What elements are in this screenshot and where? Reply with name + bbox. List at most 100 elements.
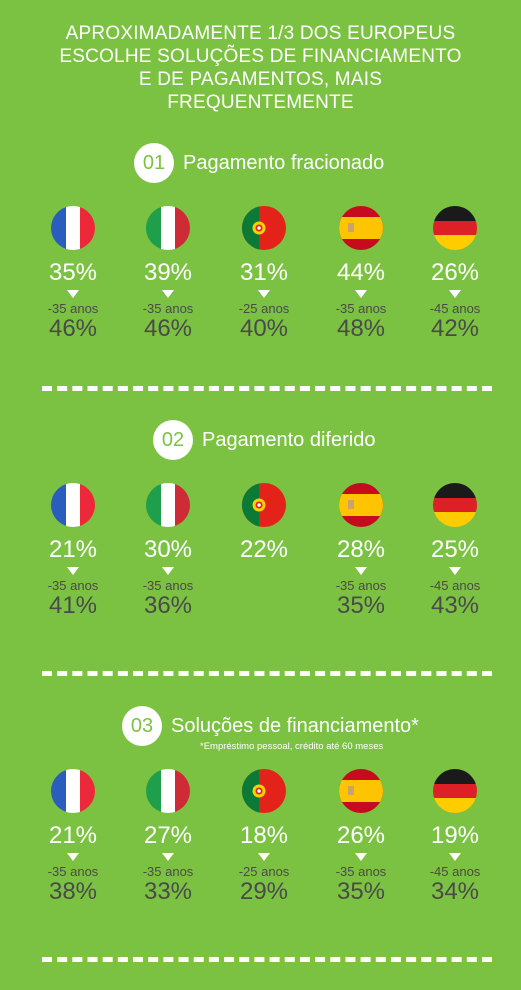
stat-block: 19% -45 anos 34% (407, 823, 503, 905)
flag-fr-icon (51, 206, 95, 250)
age-group: -35 anos (335, 301, 387, 316)
main-percent: 22% (239, 536, 289, 563)
section-footnote: *Empréstimo pessoal, crédito até 60 mese… (200, 741, 384, 752)
flag-pt-icon (242, 769, 286, 813)
arrow-down-icon (258, 853, 270, 861)
flag-fr-icon (51, 769, 95, 813)
arrow-down-icon (162, 290, 174, 298)
age-percent: 35% (336, 592, 386, 619)
arrow-down-icon (355, 567, 367, 575)
flag-de-icon (433, 206, 477, 250)
section-header: 01 Pagamento fracionado (0, 140, 521, 186)
headline-line: ESCOLHE SOLUÇÕES DE FINANCIAMENTO (59, 46, 462, 67)
arrow-down-icon (67, 853, 79, 861)
section-divider (42, 671, 492, 676)
headline-line: FREQUENTEMENTE (167, 92, 354, 113)
stat-block: 25% -45 anos 43% (407, 537, 503, 619)
age-group: -35 anos (142, 864, 194, 879)
age-group: -35 anos (335, 864, 387, 879)
stat-block: 44% -35 anos 48% (313, 260, 409, 342)
age-percent: 38% (48, 878, 98, 905)
age-percent: 48% (336, 315, 386, 342)
stat-block: 26% -45 anos 42% (407, 260, 503, 342)
age-group: -45 anos (429, 864, 481, 879)
stat-block: 26% -35 anos 35% (313, 823, 409, 905)
age-percent: 46% (48, 315, 98, 342)
arrow-down-icon (258, 290, 270, 298)
main-percent: 21% (48, 536, 98, 563)
age-percent: 43% (430, 592, 480, 619)
age-percent: 41% (48, 592, 98, 619)
section-number-badge: 03 (122, 706, 162, 746)
section-header: 03 Soluções de financiamento* (0, 703, 521, 749)
main-percent: 30% (143, 536, 193, 563)
section-title: Soluções de financiamento* (171, 714, 419, 737)
age-group: -35 anos (142, 578, 194, 593)
stat-block: 18% -25 anos 29% (216, 823, 312, 905)
flag-it-icon (146, 206, 190, 250)
arrow-down-icon (355, 290, 367, 298)
flag-pt-icon (242, 206, 286, 250)
flag-es-icon (339, 769, 383, 813)
headline-line: APROXIMADAMENTE 1/3 DOS EUROPEUS (65, 23, 456, 44)
stat-block: 21% -35 anos 38% (25, 823, 121, 905)
main-percent: 39% (143, 259, 193, 286)
flag-es-icon (339, 483, 383, 527)
age-percent: 34% (430, 878, 480, 905)
arrow-down-icon (355, 853, 367, 861)
main-percent: 35% (48, 259, 98, 286)
flag-it-icon (146, 483, 190, 527)
main-percent: 28% (336, 536, 386, 563)
headline-line: E DE PAGAMENTOS, MAIS (138, 69, 383, 90)
stat-block: 28% -35 anos 35% (313, 537, 409, 619)
age-group: -35 anos (47, 301, 99, 316)
main-percent: 31% (239, 259, 289, 286)
flag-de-icon (433, 483, 477, 527)
section-header-row: 03 Soluções de financiamento* (122, 703, 419, 749)
section-number-badge: 01 (134, 143, 174, 183)
arrow-down-icon (162, 567, 174, 575)
stat-block: 39% -35 anos 46% (120, 260, 216, 342)
section-divider (42, 957, 492, 962)
flag-it-icon (146, 769, 190, 813)
age-group: -25 anos (238, 301, 290, 316)
age-percent: 46% (143, 315, 193, 342)
flag-pt-icon (242, 483, 286, 527)
main-percent: 27% (143, 822, 193, 849)
arrow-down-icon (449, 567, 461, 575)
section-title: Pagamento fracionado (183, 151, 385, 174)
age-group: -45 anos (429, 578, 481, 593)
main-percent: 44% (336, 259, 386, 286)
section-divider (42, 386, 492, 391)
age-percent: 33% (143, 878, 193, 905)
arrow-down-icon (67, 290, 79, 298)
main-percent: 18% (239, 822, 289, 849)
stat-block: 30% -35 anos 36% (120, 537, 216, 619)
arrow-down-icon (449, 290, 461, 298)
main-percent: 26% (430, 259, 480, 286)
section-header: 02 Pagamento diferido (0, 417, 521, 463)
age-percent: 42% (430, 315, 480, 342)
arrow-down-icon (67, 567, 79, 575)
main-percent: 25% (430, 536, 480, 563)
main-percent: 26% (336, 822, 386, 849)
section-number-badge: 02 (153, 420, 193, 460)
age-group: -35 anos (47, 864, 99, 879)
headline: APROXIMADAMENTE 1/3 DOS EUROPEUS ESCOLHE… (0, 22, 521, 114)
main-percent: 21% (48, 822, 98, 849)
arrow-down-icon (162, 853, 174, 861)
flag-de-icon (433, 769, 477, 813)
section-header-row: 01 Pagamento fracionado (134, 140, 384, 186)
age-percent: 40% (239, 315, 289, 342)
stat-block: 22% (216, 537, 312, 563)
age-group: -45 anos (429, 301, 481, 316)
stat-block: 35% -35 anos 46% (25, 260, 121, 342)
main-percent: 19% (430, 822, 480, 849)
section-title: Pagamento diferido (202, 428, 376, 451)
arrow-down-icon (449, 853, 461, 861)
age-group: -35 anos (335, 578, 387, 593)
age-group: -35 anos (142, 301, 194, 316)
stat-block: 27% -35 anos 33% (120, 823, 216, 905)
stat-block: 31% -25 anos 40% (216, 260, 312, 342)
age-percent: 36% (143, 592, 193, 619)
